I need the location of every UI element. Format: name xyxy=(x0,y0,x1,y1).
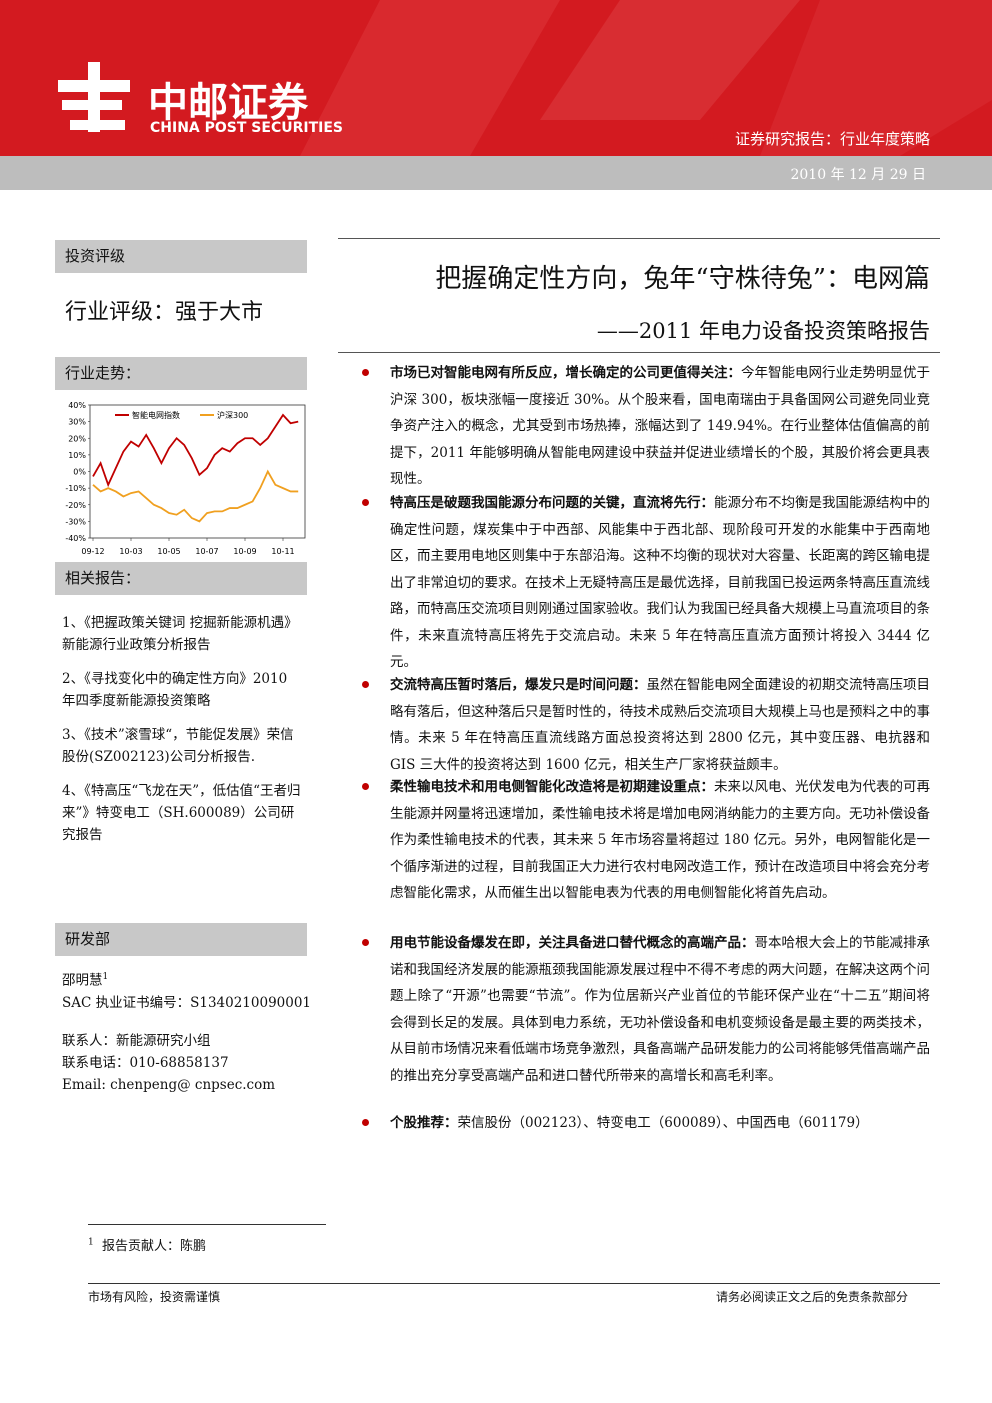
phone: 联系电话：010-68858137 xyxy=(62,1054,229,1071)
bullet-lead: 个股推荐： xyxy=(390,1115,458,1131)
x-tick-label: 10-05 xyxy=(157,547,180,556)
bullet-lead: 用电节能设备爆发在即，关注具备进口替代概念的高端产品： xyxy=(390,935,755,951)
date-band: 2010 年 12 月 29 日 xyxy=(0,156,992,190)
y-tick-label: 40% xyxy=(68,401,86,410)
section-heading: 研发部 xyxy=(55,923,307,956)
bullet-text: 荣信股份（002123）、特变电工（600089）、中国西电（601179） xyxy=(457,1115,869,1131)
y-tick-label: 10% xyxy=(68,451,86,460)
rule xyxy=(338,238,940,239)
rating: 行业评级：强于大市 xyxy=(65,300,264,325)
bullet: 用电节能设备爆发在即，关注具备进口替代概念的高端产品：哥本哈根大会上的节能减排承… xyxy=(362,930,930,1089)
bullet: 交流特高压暂时落后，爆发只是时间问题：虽然在智能电网全面建设的初期交流特高压项目… xyxy=(362,672,930,778)
subtitle: ——2011 年电力设备投资策略报告 xyxy=(596,319,930,343)
report-item: 2、《寻找变化中的确定性方向》2010 年四季度新能源投资策略 xyxy=(62,671,288,709)
bullet: 柔性输电技术和用电侧智能化改造将是初期建设重点：未来以风电、光伏发电为代表的可再… xyxy=(362,774,930,907)
series-line xyxy=(92,469,299,523)
header-pattern xyxy=(58,0,992,156)
brand-en: CHINA POST SECURITIES xyxy=(150,120,343,136)
bullet-text: 虽然在智能电网全面建设的初期交流特高压项目略有落后，但这种落后只是暂时性的，待技… xyxy=(390,677,930,773)
legend-label: 智能电网指数 xyxy=(132,410,180,420)
x-tick-label: 10-11 xyxy=(271,547,294,556)
title: 把握确定性方向，兔年“守株待兔”：电网篇 xyxy=(435,264,930,294)
report-item: 1、《把握政策关键词 挖掘新能源机遇》新能源行业政策分析报告 xyxy=(62,615,298,653)
y-tick-label: 30% xyxy=(68,418,86,427)
rule xyxy=(88,1224,326,1225)
y-tick-label: -20% xyxy=(65,501,86,510)
analyst-note: 1 xyxy=(102,972,109,982)
bullet: 特高压是破题我国能源分布问题的关键，直流将先行：能源分布不均衡是我国能源结构中的… xyxy=(362,490,930,676)
bullet-text: 哥本哈根大会上的节能减排承诺和我国经济发展的能源瓶颈我国能源发展过程中不得不考虑… xyxy=(390,935,930,1084)
y-tick-label: -40% xyxy=(65,534,86,543)
brand: 中邮证券 xyxy=(148,80,308,126)
header-band: 中邮证券 CHINA POST SECURITIES 证券研究报告：行业年度策略 xyxy=(0,0,992,156)
legend-label: 沪深300 xyxy=(217,410,248,420)
section-heading: 行业走势： xyxy=(55,357,307,390)
bullet-lead: 市场已对智能电网有所反应，增长确定的公司更值得关注： xyxy=(390,365,741,381)
analyst: 邵明慧 xyxy=(62,972,103,989)
y-tick-label: -30% xyxy=(65,517,86,526)
bullet: 个股推荐：荣信股份（002123）、特变电工（600089）、中国西电（6011… xyxy=(362,1110,930,1137)
contact: 联系人：新能源研究小组 xyxy=(62,1032,211,1049)
y-tick-label: 0% xyxy=(73,468,86,477)
x-tick-label: 10-03 xyxy=(119,547,142,556)
footer-left: 市场有风险，投资需谨慎 xyxy=(88,1290,221,1304)
bullet-lead: 特高压是破题我国能源分布问题的关键，直流将先行： xyxy=(390,495,714,511)
footnote: 报告贡献人：陈鹏 xyxy=(102,1239,207,1254)
bullet-lead: 柔性输电技术和用电侧智能化改造将是初期建设重点： xyxy=(390,779,714,795)
trend-chart: 40% 30% 20% 10% 0% -10% -20% -30% -40% 09-12 10-03… xyxy=(65,401,306,556)
bullet-text: 今年智能电网行业走势明显优于沪深 300，板块涨幅一度接近 30%。从个股来看，… xyxy=(390,365,930,487)
date: 2010 年 12 月 29 日 xyxy=(790,167,926,183)
footer-right: 请务必阅读正文之后的免责条款部分 xyxy=(715,1290,908,1304)
x-tick-label: 10-09 xyxy=(233,547,256,556)
section-heading: 相关报告： xyxy=(55,562,307,595)
y-tick-label: -10% xyxy=(65,484,86,493)
footnote-number: 1 xyxy=(88,1237,94,1248)
report-item: 3、《技术”滚雪球“，节能促发展》荣信股份(SZ002123)公司分析报告. xyxy=(62,727,294,765)
section-heading: 投资评级 xyxy=(55,240,307,273)
license: SAC 执业证书编号：S1340210090001 xyxy=(62,994,312,1011)
x-tick-label: 10-07 xyxy=(195,547,218,556)
rule xyxy=(338,352,940,353)
rule xyxy=(88,1283,940,1284)
bullet: 市场已对智能电网有所反应，增长确定的公司更值得关注：今年智能电网行业走势明显优于… xyxy=(362,360,930,493)
series-line xyxy=(92,413,299,488)
report-type: 证券研究报告：行业年度策略 xyxy=(734,130,930,148)
bullet-text: 未来以风电、光伏发电为代表的可再生能源并网量将迅速增加，柔性输电技术将是增加电网… xyxy=(390,779,930,901)
bullet-lead: 交流特高压暂时落后，爆发只是时间问题： xyxy=(390,677,647,693)
x-tick-label: 09-12 xyxy=(81,547,104,556)
report-item: 4、《特高压“飞龙在天”，低估值“王者归来”》特变电工（SH.600089）公司… xyxy=(62,783,301,843)
email: Email: chenpeng@ cnpsec.com xyxy=(62,1076,276,1093)
y-tick-label: 20% xyxy=(68,434,86,443)
bullet-text: 能源分布不均衡是我国能源结构中的确定性问题，煤炭集中于中西部、风能集中于西北部、… xyxy=(390,495,930,670)
